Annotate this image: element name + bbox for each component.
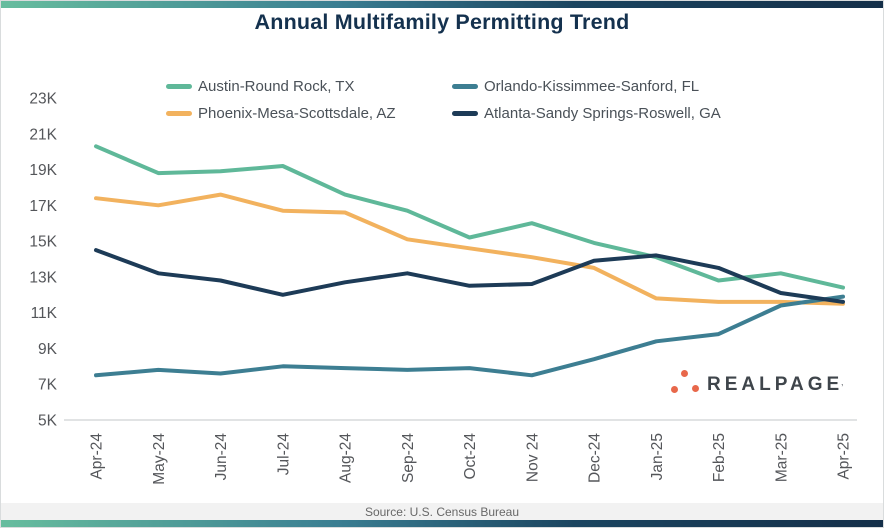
x-tick-label: Mar-25 xyxy=(773,433,790,482)
legend-label: Orlando-Kissimmee-Sanford, FL xyxy=(484,78,700,95)
x-tick-label: Dec-24 xyxy=(587,433,604,483)
realpage-logo: REALPAGE ’ xyxy=(670,364,843,394)
y-tick-label: 7K xyxy=(38,377,58,394)
trademark-mark: ’ xyxy=(841,383,844,394)
legend-label: Austin-Round Rock, TX xyxy=(198,78,355,95)
x-tick-label: Jul-24 xyxy=(275,433,292,476)
series-line-2 xyxy=(94,192,845,306)
y-tick-label: 13K xyxy=(29,269,57,286)
legend-swatch-icon xyxy=(452,84,478,89)
chart-title: Annual Multifamily Permitting Trend xyxy=(254,10,630,34)
legend-item-1: Orlando-Kissimmee-Sanford, FL xyxy=(452,78,721,95)
legend-label: Phoenix-Mesa-Scottsdale, AZ xyxy=(198,105,396,122)
x-tick-label: Aug-24 xyxy=(338,433,355,483)
legend-swatch-icon xyxy=(166,111,192,116)
y-tick-label: 15K xyxy=(29,234,57,251)
x-tick-label: Sep-24 xyxy=(400,433,417,483)
x-tick-label: Feb-25 xyxy=(711,433,728,482)
y-tick-label: 19K xyxy=(29,162,57,179)
realpage-brand-text: REALPAGE xyxy=(707,374,844,395)
y-tick-label: 5K xyxy=(38,413,58,430)
x-tick-label: Nov 24 xyxy=(524,433,541,482)
source-text: Source: U.S. Census Bureau xyxy=(364,504,520,519)
x-tick-label: Oct-24 xyxy=(462,433,479,480)
x-tick-label: May-24 xyxy=(151,433,168,485)
legend-swatch-icon xyxy=(166,84,192,89)
series-line-0 xyxy=(94,144,845,290)
x-tick-label: Apr-25 xyxy=(836,433,853,480)
x-tick-label: Jan-25 xyxy=(649,433,666,480)
y-tick-label: 17K xyxy=(29,198,57,215)
legend-item-2: Phoenix-Mesa-Scottsdale, AZ xyxy=(166,105,452,122)
chart-legend: Austin-Round Rock, TX Orlando-Kissimmee-S… xyxy=(166,78,721,122)
y-tick-label: 9K xyxy=(38,341,58,358)
x-tick-label: Apr-24 xyxy=(89,433,106,480)
x-tick-label: Jun-24 xyxy=(213,433,230,481)
legend-label: Atlanta-Sandy Springs-Roswell, GA xyxy=(484,105,721,122)
y-tick-label: 23K xyxy=(29,91,57,108)
legend-swatch-icon xyxy=(452,111,478,116)
series-line-1 xyxy=(94,294,845,378)
legend-item-3: Atlanta-Sandy Springs-Roswell, GA xyxy=(452,105,721,122)
legend-item-0: Austin-Round Rock, TX xyxy=(166,78,452,95)
realpage-dots-icon xyxy=(670,367,700,394)
top-gradient-bar xyxy=(1,1,883,8)
source-footer: Source: U.S. Census Bureau xyxy=(1,503,883,520)
y-tick-label: 21K xyxy=(29,126,57,143)
y-tick-label: 11K xyxy=(31,305,58,322)
series-line-3 xyxy=(94,248,845,304)
bottom-gradient-bar xyxy=(1,520,883,527)
